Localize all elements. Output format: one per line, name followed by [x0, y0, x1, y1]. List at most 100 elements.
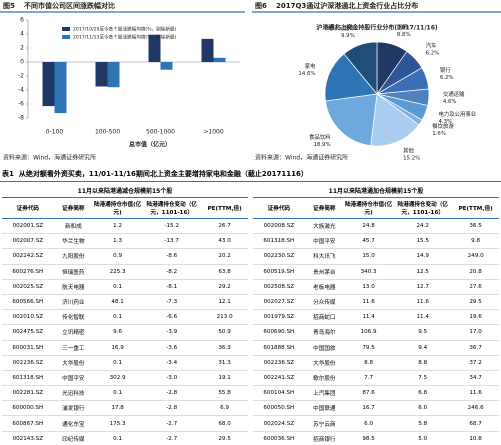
- table-row: 002143.SZ 印纪传媒 0.1 -2.7 29.5: [2, 431, 248, 445]
- figure-title: 不同市值公司区间涨跌幅对比: [24, 1, 115, 10]
- cell: 002143.SZ: [2, 431, 54, 445]
- cell: 9.6: [93, 324, 143, 341]
- cell: -3.4: [142, 355, 202, 371]
- cell: 16.9: [93, 340, 143, 356]
- table-row: 001979.SZ 招商蛇口 11.4 11.4 19.6: [253, 309, 499, 326]
- cell: 601888.SH: [253, 340, 305, 356]
- cell: 9.4: [393, 340, 453, 356]
- slice-label: 家电: [305, 62, 316, 70]
- cell: 中国联通: [304, 400, 345, 417]
- cell: 14.9: [393, 248, 453, 265]
- table-row: 002025.SZ 航天电器 0.1 -8.1 29.2: [2, 279, 248, 295]
- table-row: 002007.SZ 华兰生物 1.3 -13.7 43.0: [2, 233, 248, 250]
- x-tick-label: 100-500: [95, 129, 120, 136]
- table-row: 002241.SZ 歌尔股份 7.7 7.5 34.7: [253, 370, 499, 387]
- table-row: 002236.SZ 大华股份 0.1 -3.4 31.3: [2, 355, 248, 371]
- cell: 002241.SZ: [253, 370, 305, 387]
- cell: 8.8: [344, 355, 394, 371]
- cell: 002281.SZ: [2, 385, 54, 402]
- cell: -7.3: [142, 294, 202, 311]
- table-row: 601888.SH 中国国旅 79.5 9.4 36.7: [253, 340, 499, 356]
- cell: 87.6: [344, 385, 394, 402]
- table-caption: 表1 从绝对额看外资买卖，11/01-11/16期间北上资金主要增持家电和金融（截…: [0, 168, 501, 182]
- y-tick-label: -4: [18, 87, 24, 94]
- y-tick-label: -6: [18, 101, 24, 108]
- table-title: 从绝对额看外资买卖，11/01-11/16期间北上资金主要增持家电和金融（截止2…: [18, 170, 308, 178]
- cell: 科大讯飞: [304, 248, 345, 265]
- source: 资料来源：Wind，海通证券研究所: [3, 154, 96, 162]
- y-tick-label: 0: [20, 59, 24, 66]
- cell: 0.1: [93, 431, 143, 445]
- cell: 225.3: [93, 264, 143, 280]
- cell: 002236.SZ: [253, 355, 305, 371]
- cell: 招商银行: [304, 431, 345, 445]
- cell: 19.6: [452, 309, 499, 326]
- cell: 600276.SH: [2, 264, 54, 280]
- cell: -3.9: [142, 324, 202, 341]
- pie-subtitle: 沪港通北上资金持股行业分布(2017/11/16): [316, 24, 438, 32]
- cell: 63.8: [201, 264, 248, 280]
- bar: [107, 62, 120, 88]
- cell: 246.6: [452, 400, 499, 417]
- cell: 8.8: [393, 355, 453, 371]
- cell: 36.7: [452, 340, 499, 356]
- y-tick-label: 2: [20, 45, 24, 52]
- cell: 歌尔股份: [304, 370, 345, 387]
- cell: 31.3: [201, 355, 248, 371]
- cell: 68.7: [452, 415, 499, 432]
- cell: 29.2: [201, 279, 248, 295]
- cell: 中国平安: [53, 370, 94, 387]
- cell: 13.0: [344, 279, 394, 295]
- cell: 新和成: [53, 218, 94, 235]
- x-tick-label: 0-100: [46, 129, 64, 136]
- slice-label: 食品饮料: [309, 133, 331, 141]
- cell: 6.0: [344, 415, 394, 432]
- cell: 002508.SZ: [253, 279, 305, 295]
- table-row: 002024.SZ 苏宁云商 6.0 5.8 68.7: [253, 415, 499, 432]
- legend-label: 2017/10/29至今各个股涨跌幅均值(%，剔除新股): [73, 26, 177, 33]
- cell: 老板电器: [304, 279, 345, 295]
- cell: 15.0: [344, 248, 394, 265]
- cell: 青岛海尔: [304, 324, 345, 341]
- pie-slice: [370, 93, 420, 147]
- bar: [213, 57, 226, 62]
- cell: 7.5: [393, 370, 453, 387]
- cell: 340.3: [344, 264, 394, 280]
- cell: -3.6: [142, 340, 202, 356]
- cell: -15.2: [142, 218, 202, 235]
- slice-value: 4.3%: [438, 119, 452, 125]
- cell: 大华股份: [53, 355, 94, 371]
- legend-label: 2017/11/13至今各个股涨跌幅均值(%，剔除新股): [73, 34, 177, 41]
- source: 资料来源：Wind，海通证券研究所: [255, 154, 348, 162]
- cell: 0.1: [93, 385, 143, 402]
- slice-value: 4.6%: [443, 99, 457, 105]
- table-row: 600000.SH 浦发银行 17.8 -2.8 6.9: [2, 400, 248, 417]
- cell: 上汽集团: [304, 385, 345, 402]
- cell: 5.0: [393, 431, 453, 445]
- cell: -2.7: [142, 431, 202, 445]
- cell: 36.3: [201, 340, 248, 356]
- cell: 001979.SZ: [253, 309, 305, 326]
- table-row: 600276.SH 恒瑞医药 225.3 -8.2 63.8: [2, 264, 248, 280]
- cell: 002001.SZ: [2, 218, 54, 235]
- cell: 浦发银行: [53, 400, 94, 417]
- column-header: 证券代码: [253, 198, 305, 219]
- pie-slice: [325, 93, 378, 147]
- cell: 苏宁云商: [304, 415, 345, 432]
- table: 证券代码 证券简称 陆港通持仓市值(亿元) 陆港通持仓变动（亿元，1101-16） PE…: [2, 198, 248, 445]
- cell: 79.5: [344, 340, 394, 356]
- cell: 002024.SZ: [253, 415, 305, 432]
- cell: -2.8: [142, 385, 202, 402]
- table-row: 601318.SH 中国平安 45.7 15.5 9.8: [253, 233, 499, 250]
- cell: 43.0: [201, 233, 248, 250]
- cell: 10.8: [452, 431, 499, 445]
- sub-table-title: 11月以来陆港通加仓规模前15个股: [253, 186, 499, 198]
- x-axis-label: 总市值（亿元）: [129, 141, 171, 149]
- bar: [42, 62, 55, 107]
- cell: 恒瑞医药: [53, 264, 94, 280]
- cell: 20.2: [201, 248, 248, 265]
- cell: 传化智联: [53, 309, 94, 326]
- cell: 601318.SH: [2, 370, 54, 387]
- cell: 九阳股份: [53, 248, 94, 265]
- table-row: 600050.SH 中国联通 16.7 6.0 246.6: [253, 400, 499, 417]
